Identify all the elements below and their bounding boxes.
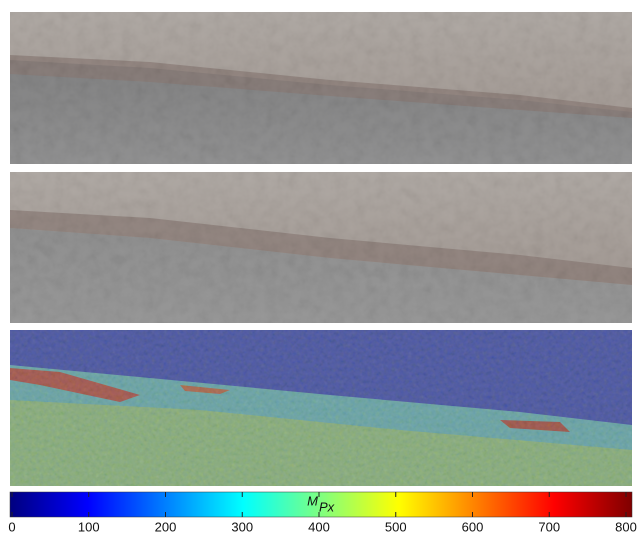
tick-label: 400 [308,519,330,534]
colorbar: M Px 0 100 200 300 400 500 600 700 800 [8,492,636,534]
colorbar-label-subscript: Px [319,499,335,514]
tick-label: 800 [615,519,637,534]
tick-label: 600 [462,519,484,534]
photo-middle [10,172,632,323]
tick-label: 0 [8,519,15,534]
colorbar-label: M [307,493,318,508]
tick-label: 300 [231,519,253,534]
figure: M Px 0 100 200 300 400 500 600 700 800 [0,0,640,537]
tick-label: 100 [78,519,100,534]
tick-label: 700 [538,519,560,534]
heatmap [10,330,632,486]
tick-label: 200 [155,519,177,534]
tick-label: 500 [385,519,407,534]
photo-top [10,12,632,164]
